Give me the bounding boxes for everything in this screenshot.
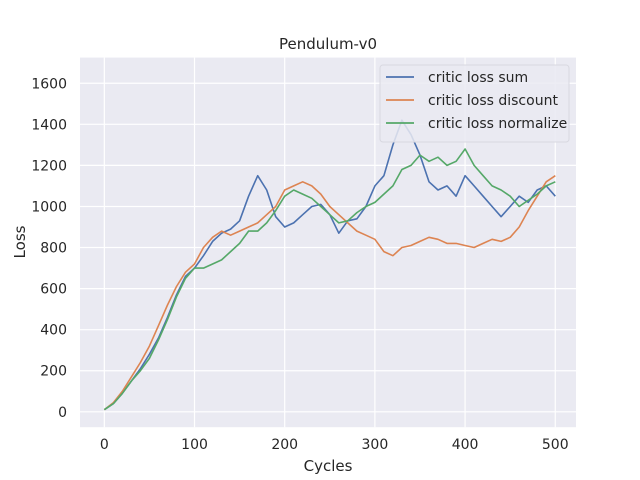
y-tick-label: 1000 — [31, 199, 67, 215]
legend-label: critic loss sum — [428, 70, 528, 86]
x-tick-label: 300 — [362, 437, 389, 453]
chart-title: Pendulum-v0 — [279, 35, 377, 53]
y-tick-label: 800 — [40, 241, 67, 257]
y-tick-label: 200 — [40, 364, 67, 380]
y-tick-label: 400 — [40, 323, 67, 339]
legend-label: critic loss normalize — [428, 116, 567, 132]
series-line-2 — [103, 175, 556, 411]
y-tick-label: 1400 — [31, 117, 67, 133]
y-tick-label: 1600 — [31, 76, 67, 92]
y-tick-label: 600 — [40, 282, 67, 298]
legend-box — [379, 64, 570, 143]
x-tick-label: 500 — [542, 437, 569, 453]
series-layer — [103, 119, 556, 411]
x-tick-label: 0 — [100, 437, 109, 453]
y-tick-label: 1200 — [31, 158, 67, 174]
x-tick-label: 400 — [452, 437, 479, 453]
legend-label: critic loss discount — [428, 93, 558, 109]
y-axis-label: Loss — [11, 225, 29, 258]
x-tick-label: 100 — [181, 437, 208, 453]
y-tick-label: 0 — [58, 405, 67, 421]
legend: critic loss sum critic loss discount criti… — [379, 64, 570, 143]
x-tick-label: 200 — [271, 437, 298, 453]
x-axis-label: Cycles — [304, 457, 353, 475]
tick-labels: 0 100 200 300 400 500 0 200 400 600 800 1000 1200 140… — [31, 76, 568, 453]
series-line-3 — [103, 148, 556, 411]
